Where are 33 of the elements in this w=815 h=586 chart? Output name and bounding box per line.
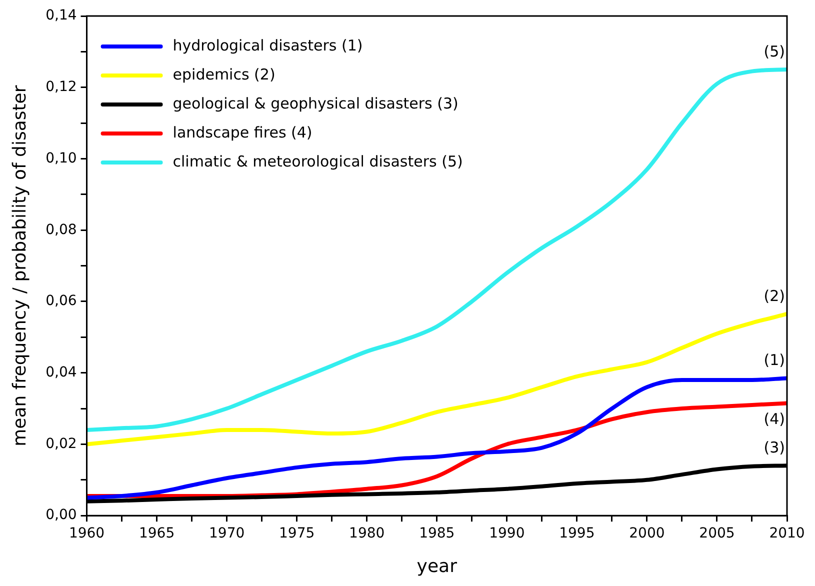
y-tick-label: 0,12 <box>46 79 77 96</box>
legend-label: epidemics (2) <box>172 65 276 84</box>
y-tick-label: 0,10 <box>46 150 77 166</box>
line-series <box>86 376 787 500</box>
annotation: (2) <box>764 286 785 305</box>
x-tick-label: 1985 <box>419 526 455 542</box>
x-tick-label: 1960 <box>68 526 105 542</box>
y-tick-label: 0,06 <box>46 293 77 310</box>
line-series <box>86 68 787 432</box>
x-tick-label: 1975 <box>279 526 315 542</box>
legend-label: climatic & meteorological disasters (5) <box>172 152 463 170</box>
x-axis-title: year <box>416 556 458 577</box>
x-tick-label: 1990 <box>489 526 525 542</box>
annotation: (1) <box>764 351 785 370</box>
x-tick-label: 1970 <box>208 526 245 542</box>
legend-label: hydrological disasters (1) <box>172 36 363 54</box>
y-tick-label: 0,02 <box>46 436 77 452</box>
annotation: (3) <box>764 438 785 457</box>
x-tick-label: 2000 <box>629 526 665 542</box>
y-axis-title: mean frequency / probability of disaster <box>9 84 30 446</box>
x-tick-label: 1965 <box>138 526 175 542</box>
annotation: (5) <box>764 42 785 60</box>
legend-label: geological & geophysical disasters (3) <box>172 94 458 112</box>
annotation: (4) <box>764 410 785 428</box>
y-tick-label: 0,00 <box>46 507 77 524</box>
x-tick-label: 2005 <box>699 526 735 542</box>
y-tick-label: 0,14 <box>46 8 77 24</box>
y-tick-label: 0,08 <box>46 222 77 238</box>
y-tick-label: 0,04 <box>46 364 77 380</box>
x-tick-label: 1980 <box>349 526 385 542</box>
x-tick-label: 1995 <box>559 526 595 542</box>
x-tick-label: 2010 <box>769 526 805 542</box>
legend-label: landscape fires (4) <box>172 123 312 142</box>
